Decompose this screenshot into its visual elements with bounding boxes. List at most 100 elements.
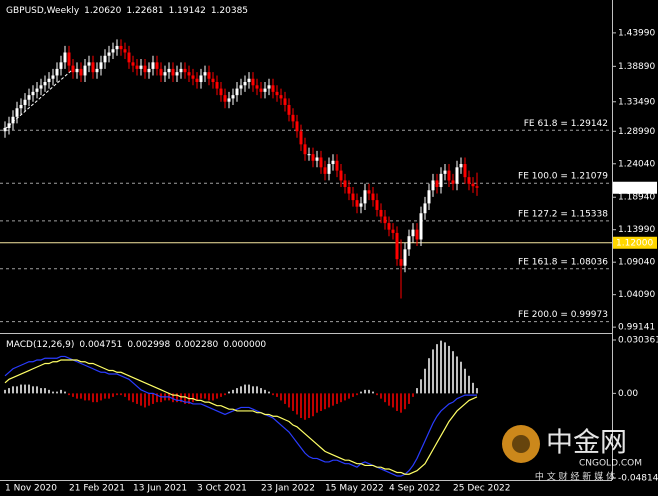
y-tick-label: 1.04090 xyxy=(618,290,655,300)
candle-body xyxy=(83,65,87,76)
candle-body xyxy=(347,186,351,194)
candle-body xyxy=(227,98,231,102)
candle-body xyxy=(195,78,199,83)
candle-body xyxy=(351,193,355,201)
y-tick-label: 0.030361 xyxy=(618,336,658,346)
candle-body xyxy=(359,203,363,207)
y-tick-label: 1.33490 xyxy=(618,97,655,107)
candle-body xyxy=(275,91,279,96)
header-value: 0.000000 xyxy=(223,340,266,350)
candle-body xyxy=(311,154,315,161)
candle-body xyxy=(375,200,379,210)
candle-body xyxy=(363,190,367,204)
candle-body xyxy=(415,229,419,240)
candle-body xyxy=(271,85,275,92)
candle-body xyxy=(263,88,267,92)
candle-body xyxy=(107,52,111,56)
header-value: 0.004751 xyxy=(79,340,122,350)
candle-body xyxy=(135,65,139,69)
candle-body xyxy=(67,52,71,66)
candle-body xyxy=(451,180,455,184)
x-tick-label: 3 Oct 2021 xyxy=(197,484,247,494)
candle-body xyxy=(111,49,115,53)
candle-body xyxy=(399,259,403,266)
candle-body xyxy=(207,72,211,79)
candle-body xyxy=(27,95,31,100)
candle-body xyxy=(91,62,95,73)
candle-body xyxy=(299,131,303,145)
fe-level-label: FE 200.0 = 0.99973 xyxy=(518,310,608,320)
macd-line xyxy=(4,355,477,477)
candle-body xyxy=(219,88,223,96)
candle-body xyxy=(63,52,67,63)
y-tick-label: 1.38890 xyxy=(618,62,655,72)
candle-body xyxy=(279,95,283,99)
candle-body xyxy=(119,45,123,50)
candle-body xyxy=(419,213,423,240)
candle-body xyxy=(15,108,19,117)
candle-body xyxy=(455,167,459,184)
candle-body xyxy=(171,68,175,76)
candle-body xyxy=(403,249,407,266)
candle-body xyxy=(319,157,323,168)
candle-body xyxy=(239,85,243,89)
candle-body xyxy=(267,85,271,89)
candle-body xyxy=(367,190,371,194)
candle-body xyxy=(335,160,339,171)
watermark: 中金网 CNGOLD.COM 中 文 财 经 新 媒 体 xyxy=(502,425,642,483)
candle-body xyxy=(3,127,7,132)
candle-body xyxy=(7,123,11,128)
candle-body xyxy=(155,62,159,69)
candle-body xyxy=(423,203,427,214)
x-tick-label: 25 Dec 2022 xyxy=(453,484,511,494)
candle-body xyxy=(287,104,291,115)
candle-body xyxy=(327,164,331,174)
candle-body xyxy=(187,72,191,76)
price-label: 1.12000 xyxy=(616,238,653,248)
fe-level-label: FE 127.2 = 1.15338 xyxy=(518,209,608,219)
candle-body xyxy=(23,99,27,105)
candle-body xyxy=(51,75,55,79)
candle-body xyxy=(115,45,119,50)
candle-body xyxy=(435,180,439,187)
candle-body xyxy=(59,62,63,69)
candle-body xyxy=(175,72,179,76)
y-tick-label: 1.24040 xyxy=(618,159,655,169)
price-label-box xyxy=(613,181,657,194)
candle-body xyxy=(167,68,171,73)
candle-body xyxy=(463,164,467,178)
candle-body xyxy=(43,82,47,86)
candle-body xyxy=(407,236,411,250)
fe-level-label: FE 61.8 = 1.29142 xyxy=(524,119,608,129)
candle-body xyxy=(283,98,287,105)
candle-body xyxy=(35,88,39,92)
candle-body xyxy=(467,177,471,184)
x-tick-label: 15 May 2022 xyxy=(325,484,384,494)
candle-body xyxy=(251,78,255,86)
candle-body xyxy=(427,190,431,204)
price-label: 1.20385 xyxy=(616,183,653,193)
candle-body xyxy=(387,223,391,230)
candle-body xyxy=(231,95,235,99)
candle-body xyxy=(443,170,447,174)
candle-body xyxy=(183,68,187,73)
watermark-url: CNGOLD.COM xyxy=(579,459,642,469)
candle-body xyxy=(315,157,319,161)
candle-body xyxy=(143,65,147,73)
y-tick-label: 1.28990 xyxy=(618,127,655,137)
candle-body xyxy=(323,167,327,174)
y-tick-label: -0.048141 xyxy=(618,474,658,484)
candle-body xyxy=(71,65,75,73)
candle-body xyxy=(179,68,183,73)
candle-body xyxy=(355,200,359,207)
candle-body xyxy=(211,78,215,83)
candle-body xyxy=(303,144,307,155)
candle-body xyxy=(411,229,415,237)
candle-body xyxy=(203,72,207,76)
candle-body xyxy=(55,68,59,76)
candle-body xyxy=(331,160,335,165)
